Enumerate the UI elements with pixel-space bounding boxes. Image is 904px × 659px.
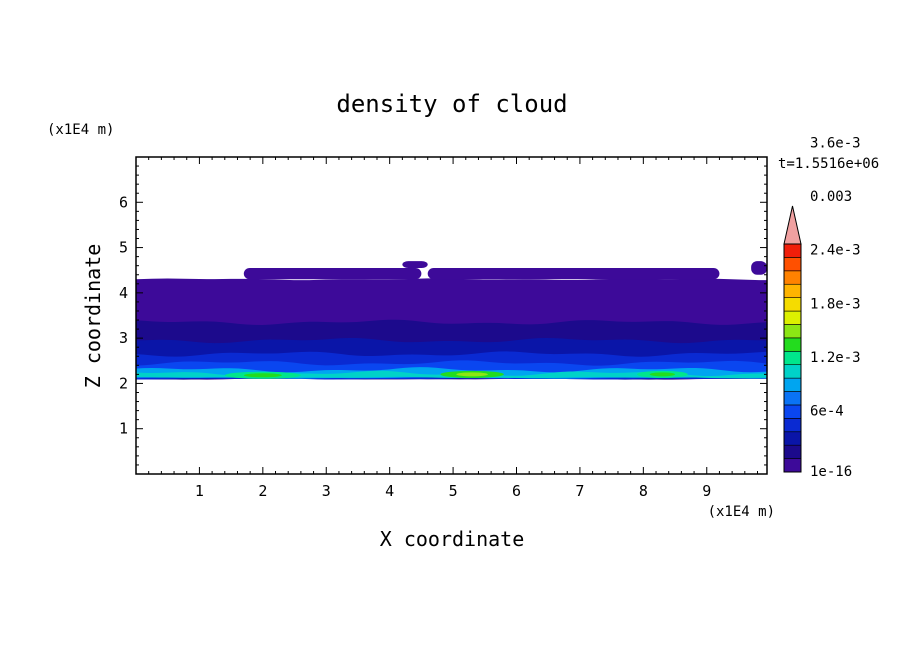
plot-area: 1 2 3 4 5 6 7 8 9 1 2 3 4 5 6	[119, 156, 768, 500]
x-axis-title: X coordinate	[380, 527, 525, 551]
colorbar-segment	[783, 270, 802, 285]
colorbar-label: 0.003	[810, 189, 852, 205]
colorbar-segment	[783, 364, 802, 379]
density-field	[136, 261, 767, 380]
colorbar-label: 2.4e-3	[810, 243, 861, 259]
hotspot-core-0	[243, 373, 282, 378]
colorbar-segment	[783, 418, 802, 433]
colorbar-segment	[783, 310, 802, 325]
colorbar: 1e-16 6e-4 1.2e-3 1.8e-3 2.4e-3 0.003 3.6e-3	[783, 135, 861, 480]
colorbar-segment	[783, 350, 802, 366]
hotspot-core-2	[649, 372, 676, 377]
x-tick-label: 3	[322, 482, 331, 500]
x-tick-label: 1	[195, 482, 204, 500]
colorbar-segment	[783, 243, 802, 258]
y-tick-label: 2	[119, 374, 128, 392]
colorbar-segment	[783, 391, 802, 406]
chart-title: density of cloud	[336, 90, 567, 118]
colorbar-segment	[783, 444, 802, 459]
x-tick-label: 5	[449, 482, 458, 500]
x-tick-label: 6	[512, 482, 521, 500]
colorbar-segment	[783, 297, 802, 312]
upper-cloud-patch-2	[427, 267, 720, 280]
colorbar-segment	[783, 431, 802, 446]
colorbar-label: 6e-4	[810, 404, 844, 420]
colorbar-overflow-arrow	[783, 205, 802, 245]
y-tick-label: 4	[119, 284, 128, 302]
colorbar-frame	[783, 243, 802, 473]
plot-frame	[135, 156, 768, 475]
hotspot-core-1	[456, 372, 488, 377]
x-unit-label: (x1E4 m)	[708, 504, 775, 520]
colorbar-segment	[783, 283, 802, 298]
x-tick-label: 2	[258, 482, 267, 500]
y-axis-ticks: 1 2 3 4 5 6	[119, 165, 767, 466]
colorbar-segment	[783, 337, 802, 352]
x-tick-label: 9	[702, 482, 711, 500]
x-tick-label: 8	[639, 482, 648, 500]
colorbar-label: 1.8e-3	[810, 296, 861, 312]
colorbar-segment	[783, 458, 802, 473]
y-tick-label: 5	[119, 239, 128, 257]
y-tick-label: 1	[119, 420, 128, 438]
colorbar-label: 1.2e-3	[810, 350, 861, 366]
y-tick-label: 6	[119, 193, 128, 211]
upper-cloud-patch-1	[402, 261, 428, 268]
y-unit-label: (x1E4 m)	[47, 122, 114, 138]
y-tick-label: 3	[119, 329, 128, 347]
upper-cloud-patch-0	[243, 267, 422, 280]
x-axis-ticks: 1 2 3 4 5 6 7 8 9	[148, 157, 758, 500]
colorbar-segment	[783, 324, 802, 339]
x-tick-label: 4	[385, 482, 394, 500]
time-label: t=1.5516e+06	[778, 156, 879, 172]
upper-cloud-patch-3	[751, 261, 767, 275]
colorbar-segment	[783, 257, 802, 272]
x-tick-label: 7	[575, 482, 584, 500]
y-axis-title: Z coordinate	[81, 244, 105, 389]
colorbar-label: 3.6e-3	[810, 135, 861, 151]
colorbar-segment	[783, 377, 802, 392]
colorbar-segment	[783, 404, 802, 419]
colorbar-label: 1e-16	[810, 464, 852, 480]
